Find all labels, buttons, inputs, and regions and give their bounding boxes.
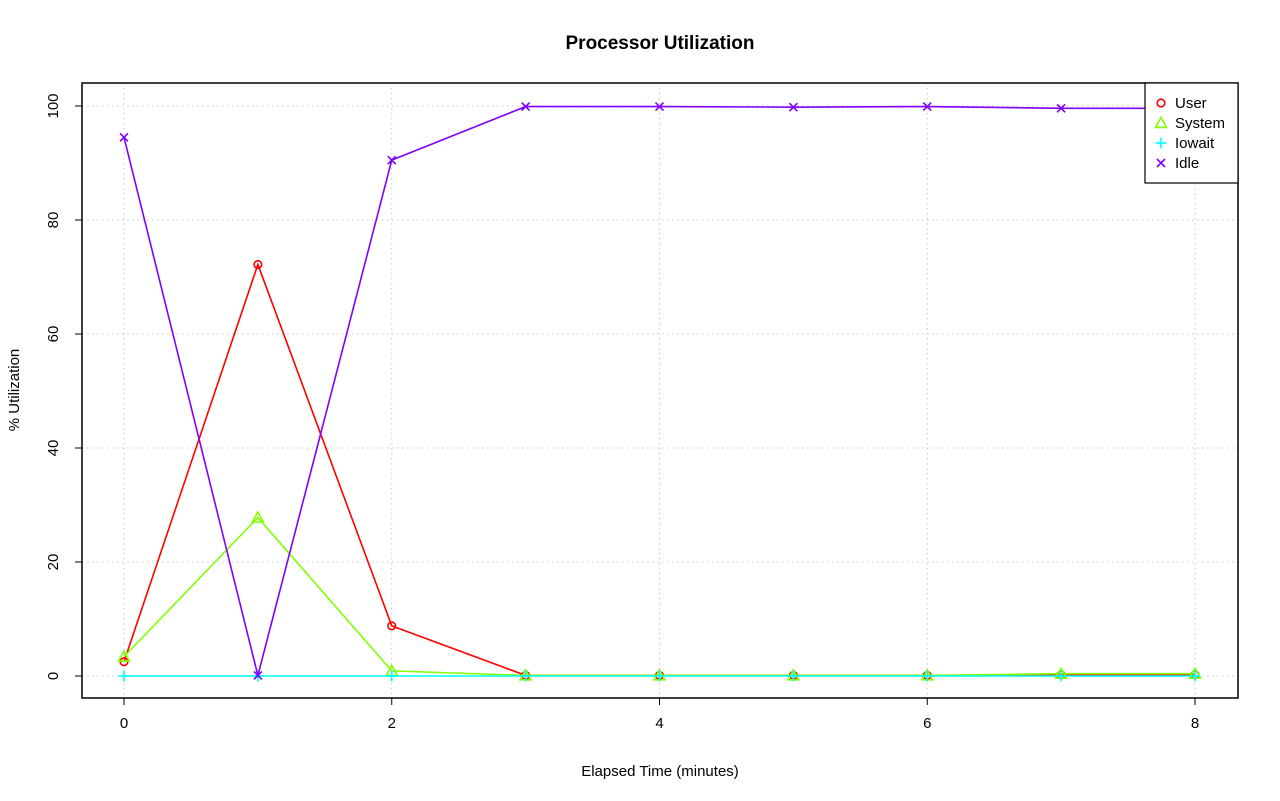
series-idle-point [1056, 103, 1066, 113]
series-iowait-point [654, 670, 665, 682]
series-idle-point [922, 102, 932, 112]
series-user-point [253, 259, 263, 270]
legend-marker-idle [1156, 158, 1166, 168]
legend-marker-system [1154, 115, 1168, 129]
series-iowait [118, 670, 1201, 682]
legend-marker-iowait [1155, 137, 1167, 149]
legend-label-iowait: Iowait [1175, 135, 1215, 152]
series-iowait-point [386, 670, 398, 682]
series-idle-point-b [654, 102, 665, 112]
x-axis-label: Elapsed Time (minutes) [581, 763, 739, 780]
x-tick-label: 4 [655, 715, 663, 732]
series-idle-point [654, 102, 665, 112]
series-iowait-point [1055, 670, 1067, 682]
series-system [117, 510, 1202, 681]
series-idle-point [119, 132, 129, 142]
series-user-point [387, 621, 397, 631]
series-idle-line [123, 105, 1195, 676]
series-idle-point-b [922, 102, 932, 112]
legend: User System Iowait Idle [1144, 82, 1239, 184]
y-tick-label: 80 [45, 212, 62, 229]
grid [82, 83, 1238, 698]
series-idle-point-b [1056, 103, 1066, 113]
series-idle-point-b [253, 670, 263, 680]
y-tick-label: 100 [45, 93, 62, 118]
series-idle-point [387, 155, 397, 165]
legend-marker-user [1156, 98, 1166, 108]
series-idle-point-b [788, 102, 798, 112]
y-axis-label: % Utilization [6, 349, 23, 432]
legend-label-idle: Idle [1175, 155, 1199, 172]
series-idle-point [253, 670, 263, 680]
series-iowait-point [520, 670, 532, 682]
series-system-point [251, 510, 265, 523]
series-iowait-point [118, 670, 130, 682]
x-tick-label: 8 [1191, 715, 1199, 732]
chart-title: Processor Utilization [566, 33, 755, 54]
legend-label-user: User [1175, 95, 1207, 112]
series-idle-point-b [119, 132, 129, 142]
y-tick-label: 20 [45, 554, 62, 571]
series-idle-point-b [387, 155, 397, 165]
y-tick-label: 0 [45, 672, 62, 680]
plot-frame [81, 82, 1239, 699]
series-idle-point-b [521, 102, 531, 112]
series-idle-point [521, 102, 531, 112]
series-iowait-point [921, 670, 933, 682]
series-iowait-point [1189, 670, 1201, 682]
legend-label-system: System [1175, 115, 1225, 132]
series-iowait-point [787, 670, 799, 682]
y-tick-label: 40 [45, 440, 62, 457]
series-system-line [123, 516, 1195, 677]
x-tick-label: 6 [923, 715, 931, 732]
x-tick-label: 0 [120, 715, 128, 732]
series-lines [117, 102, 1202, 682]
series-system-point [117, 649, 131, 662]
legend-marker-idle-b [1156, 158, 1166, 168]
x-tick-label: 2 [388, 715, 396, 732]
series-idle-point [788, 102, 798, 112]
y-tick-label: 60 [45, 326, 62, 343]
